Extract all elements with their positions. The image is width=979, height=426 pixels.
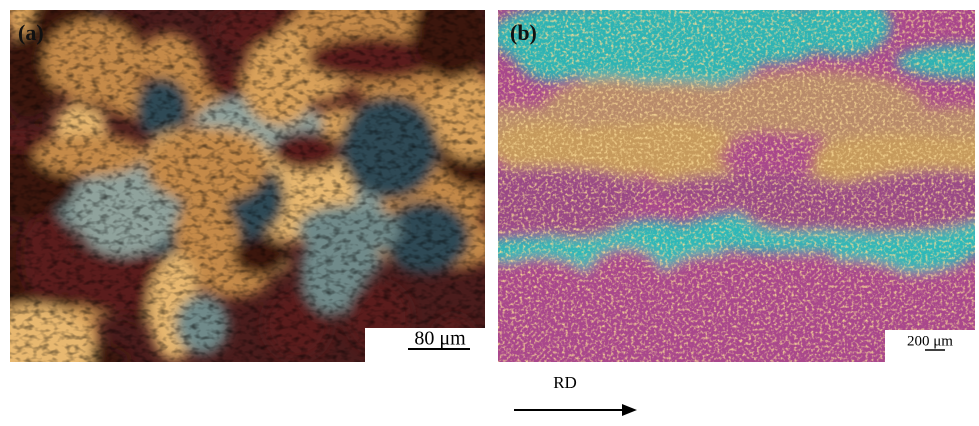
figure: (a) (b) 80 μm 200 μm RD [0,0,979,421]
panel-label: (b) [510,20,537,45]
micrograph-b [410,0,979,362]
arrow-head [622,404,637,416]
texture [498,10,975,362]
scale-label: 80 μm [414,328,466,350]
panel-label: (a) [18,20,44,45]
direction-label: RD [553,373,577,392]
scale-label: 200 μm [907,333,953,349]
texture [10,10,485,362]
